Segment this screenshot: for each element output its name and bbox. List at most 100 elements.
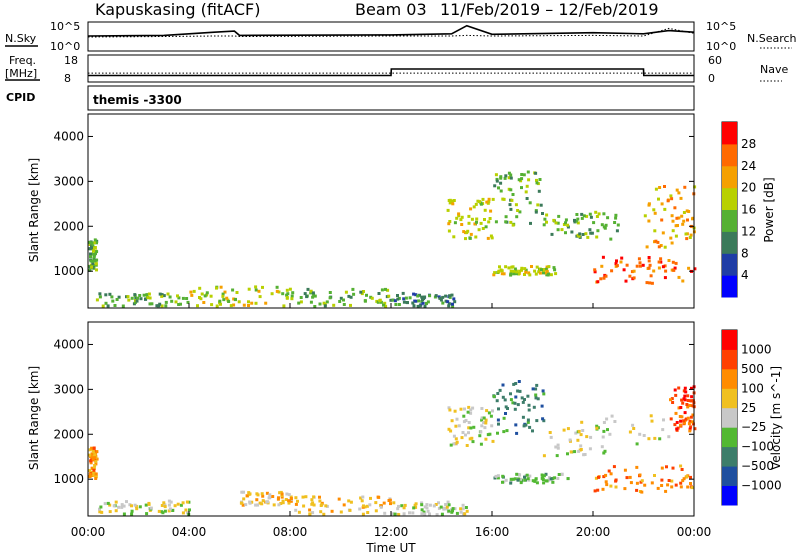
velocity-cell-63 bbox=[167, 499, 171, 503]
velocity-cbar-label-2: 100 bbox=[741, 381, 764, 395]
velocity-cell-566 bbox=[628, 475, 632, 479]
velocity-cell-546 bbox=[670, 479, 674, 483]
velocity-cell-495 bbox=[589, 435, 593, 439]
velocity-cell-354 bbox=[487, 411, 491, 415]
power-cell-171 bbox=[270, 292, 274, 296]
power-cell-394 bbox=[527, 178, 531, 182]
velocity-cell-648 bbox=[670, 397, 674, 401]
nsearch-tick-bottom: 10^0 bbox=[706, 40, 736, 53]
power-cell-557 bbox=[652, 269, 656, 273]
velocity-cell-219 bbox=[297, 510, 301, 514]
power-cell-457 bbox=[534, 272, 538, 276]
velocity-cell-373 bbox=[502, 416, 506, 420]
velocity-cell-142 bbox=[271, 495, 275, 498]
velocity-cell-215 bbox=[387, 499, 391, 502]
power-cell-350 bbox=[487, 200, 491, 204]
velocity-cbar-band-4 bbox=[722, 407, 737, 428]
velocity-cell-341 bbox=[471, 440, 475, 444]
velocity-cell-6 bbox=[88, 448, 92, 452]
time-axis-label: Time UT bbox=[365, 541, 416, 554]
velocity-cell-308 bbox=[448, 408, 452, 412]
power-cell-69 bbox=[160, 293, 164, 297]
velocity-cell-243 bbox=[425, 503, 429, 507]
velocity-cell-14 bbox=[91, 466, 95, 470]
velocity-cell-133 bbox=[260, 492, 264, 496]
power-cell-559 bbox=[632, 269, 636, 273]
power-cell-255 bbox=[441, 301, 445, 305]
velocity-cell-230 bbox=[347, 499, 351, 503]
power-cell-548 bbox=[596, 280, 600, 284]
power-cell-401 bbox=[509, 207, 513, 211]
date-range: 11/Feb/2019 – 12/Feb/2019 bbox=[440, 0, 659, 19]
power-cell-216 bbox=[342, 303, 346, 306]
power-cell-70 bbox=[148, 302, 152, 306]
velocity-cell-277 bbox=[455, 511, 459, 515]
power-cell-139 bbox=[247, 287, 251, 291]
power-cell-247 bbox=[423, 305, 427, 308]
velocity-cell-334 bbox=[465, 444, 469, 447]
power-cell-425 bbox=[504, 265, 508, 269]
power-cell-428 bbox=[544, 271, 547, 275]
velocity-cell-180 bbox=[304, 495, 308, 499]
velocity-cell-449 bbox=[525, 473, 529, 477]
power-cell-485 bbox=[575, 213, 579, 216]
velocity-cell-635 bbox=[674, 411, 678, 415]
velocity-cell-514 bbox=[579, 433, 583, 437]
power-cell-424 bbox=[533, 269, 537, 273]
power-cell-38 bbox=[93, 238, 97, 242]
velocity-cell-320 bbox=[453, 409, 457, 413]
velocity-cell-189 bbox=[374, 509, 378, 513]
power-cell-286 bbox=[411, 301, 415, 305]
velocity-cell-576 bbox=[635, 465, 639, 469]
velocity-cell-333 bbox=[482, 421, 486, 424]
x-tick-label-3: 12:00 bbox=[374, 525, 409, 539]
power-cell-197 bbox=[369, 295, 373, 299]
power-cell-591 bbox=[657, 260, 661, 264]
power-cell-385 bbox=[534, 210, 538, 214]
velocity-cell-589 bbox=[596, 488, 600, 492]
velocity-cell-417 bbox=[514, 382, 518, 385]
power-cell-470 bbox=[530, 265, 533, 268]
power-cell-79 bbox=[110, 295, 114, 299]
power-cell-168 bbox=[232, 297, 236, 301]
velocity-cell-91 bbox=[188, 508, 191, 512]
velocity-cell-322 bbox=[454, 437, 458, 441]
velocity-cell-283 bbox=[435, 513, 439, 517]
power-cell-266 bbox=[441, 295, 445, 299]
power-cell-515 bbox=[577, 234, 581, 238]
power-cell-12 bbox=[95, 241, 98, 245]
velocity-cell-282 bbox=[445, 505, 449, 509]
power-cell-322 bbox=[455, 216, 459, 220]
velocity-cell-613 bbox=[675, 421, 679, 424]
power-cbar-band-0 bbox=[722, 275, 737, 298]
velocity-cbar-band-3 bbox=[722, 427, 737, 448]
power-cell-212 bbox=[370, 296, 374, 300]
power-cell-599 bbox=[661, 265, 665, 269]
velocity-cell-388 bbox=[503, 398, 507, 402]
power-cell-429 bbox=[523, 267, 527, 271]
velocity-cell-42 bbox=[94, 460, 98, 464]
power-cell-537 bbox=[570, 230, 574, 234]
velocity-cell-350 bbox=[491, 409, 494, 413]
power-cell-204 bbox=[312, 293, 316, 297]
power-cell-469 bbox=[498, 265, 501, 269]
power-cell-36 bbox=[93, 246, 97, 249]
velocity-cell-512 bbox=[577, 449, 581, 453]
velocity-cell-405 bbox=[521, 415, 525, 419]
velocity-cell-483 bbox=[595, 424, 599, 428]
power-cell-62 bbox=[148, 296, 152, 300]
velocity-cell-371 bbox=[528, 425, 532, 429]
velocity-cell-522 bbox=[603, 449, 607, 453]
velocity-cell-73 bbox=[112, 504, 116, 508]
velocity-cell-391 bbox=[542, 419, 546, 423]
velocity-cell-336 bbox=[459, 407, 463, 411]
power-cell-130 bbox=[192, 289, 196, 293]
velocity-cell-146 bbox=[284, 498, 288, 501]
velocity-cell-104 bbox=[99, 505, 103, 509]
power-cell-347 bbox=[489, 209, 493, 213]
velocity-cell-582 bbox=[638, 473, 642, 477]
power-cell-594 bbox=[602, 276, 606, 280]
power-cell-431 bbox=[517, 272, 521, 276]
power-cell-235 bbox=[291, 291, 295, 295]
